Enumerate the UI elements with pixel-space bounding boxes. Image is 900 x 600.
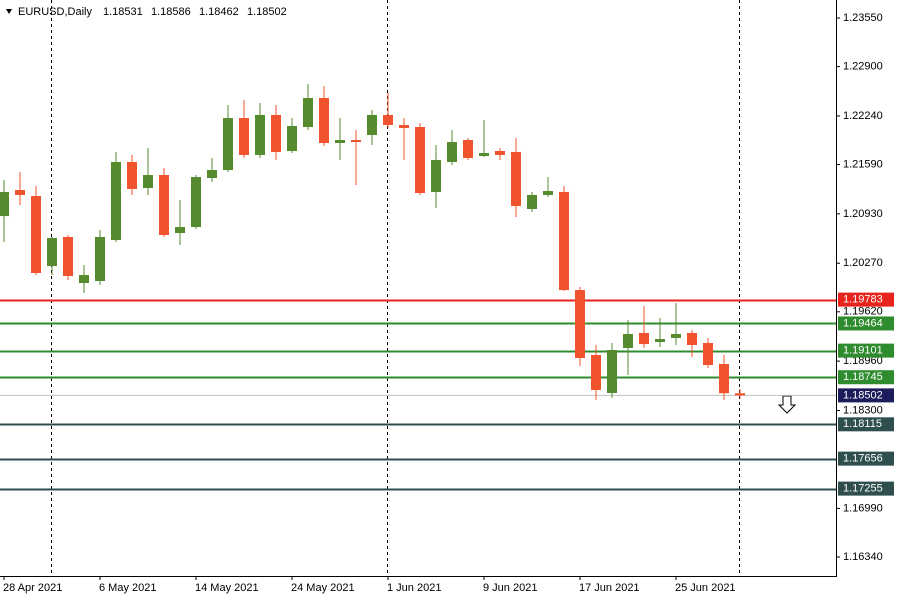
y-tick-label: 1.21590 xyxy=(843,158,883,170)
candle-body xyxy=(655,339,665,343)
candle-body xyxy=(95,236,105,282)
candle-body xyxy=(127,161,137,189)
candle-body xyxy=(399,124,409,128)
symbol-menu-icon[interactable] xyxy=(6,9,12,14)
x-tick-label: 14 May 2021 xyxy=(195,582,259,594)
candle-body xyxy=(0,191,9,217)
level-label: 1.19783 xyxy=(843,294,883,306)
y-tick-label: 1.19620 xyxy=(843,306,883,318)
candle-body xyxy=(559,191,569,291)
candle-body xyxy=(111,161,121,240)
y-tick-label: 1.18960 xyxy=(843,355,883,367)
candle-body xyxy=(159,175,169,236)
sell-arrow-icon xyxy=(777,395,797,414)
candle-body xyxy=(367,114,377,136)
candle-body xyxy=(511,151,521,207)
candle-body xyxy=(639,332,649,345)
candle-body xyxy=(735,393,745,396)
candle-body xyxy=(15,190,25,195)
candle-body xyxy=(703,342,713,366)
candle-body xyxy=(591,355,601,391)
candle-body xyxy=(207,169,217,178)
y-tick-label: 1.16340 xyxy=(843,551,883,563)
y-tick-label: 1.22900 xyxy=(843,61,883,73)
y-tick-label: 1.18300 xyxy=(843,404,883,416)
candle-body xyxy=(303,98,313,128)
x-tick-label: 9 Jun 2021 xyxy=(483,582,537,594)
level-label-box xyxy=(838,481,894,496)
candle-body xyxy=(351,140,361,143)
level-label-box xyxy=(838,343,894,358)
candle-body xyxy=(31,196,41,274)
candle-body xyxy=(335,140,345,144)
x-tick-label: 17 Jun 2021 xyxy=(579,582,640,594)
candle-body xyxy=(527,194,537,210)
candle-body xyxy=(191,177,201,228)
candle-body xyxy=(143,175,153,189)
candle-body xyxy=(575,290,585,359)
ohlc-high: 1.18586 xyxy=(151,6,191,18)
symbol-title: EURUSD,Daily xyxy=(18,6,92,18)
candle-body xyxy=(495,151,505,155)
candle-body xyxy=(463,140,473,159)
candle-body xyxy=(383,114,393,125)
candle-body xyxy=(47,238,57,266)
candle-body xyxy=(271,114,281,152)
y-tick-label: 1.20270 xyxy=(843,257,883,269)
level-label-box xyxy=(838,451,894,466)
level-label: 1.19464 xyxy=(843,317,883,329)
candle-body xyxy=(719,363,729,394)
level-label: 1.19101 xyxy=(843,345,883,357)
level-label-box xyxy=(838,417,894,432)
candle-body xyxy=(63,236,73,277)
candle-body xyxy=(415,127,425,194)
candle-body xyxy=(447,142,457,162)
candle-body xyxy=(607,350,617,393)
x-tick-label: 6 May 2021 xyxy=(99,582,156,594)
candle-body xyxy=(319,98,329,144)
y-tick-label: 1.22240 xyxy=(843,110,883,122)
level-label-box xyxy=(838,316,894,331)
ohlc-open: 1.18531 xyxy=(103,6,143,18)
x-tick-label: 28 Apr 2021 xyxy=(3,582,62,594)
x-tick-label: 24 May 2021 xyxy=(291,582,355,594)
level-label: 1.18115 xyxy=(843,418,882,430)
ohlc-close: 1.18502 xyxy=(247,6,287,18)
candle-body xyxy=(543,191,553,195)
level-label: 1.17656 xyxy=(843,453,883,465)
current-price-box xyxy=(838,388,894,403)
level-label-box xyxy=(838,292,894,307)
candle-body xyxy=(687,332,697,346)
candle-body xyxy=(287,125,297,152)
candle-body xyxy=(239,118,249,155)
level-label: 1.17255 xyxy=(843,483,883,495)
x-tick-label: 25 Jun 2021 xyxy=(675,582,736,594)
y-tick-label: 1.20930 xyxy=(843,208,883,220)
current-price-label: 1.18502 xyxy=(843,389,883,401)
candle-body xyxy=(479,153,489,157)
candle-body xyxy=(79,275,89,284)
candle-body xyxy=(431,159,441,192)
candle-body xyxy=(255,114,265,155)
level-label: 1.18745 xyxy=(843,371,883,383)
candle-body xyxy=(623,334,633,348)
y-tick-label: 1.23550 xyxy=(843,12,883,24)
level-label-box xyxy=(838,370,894,385)
candle-body xyxy=(223,118,233,170)
x-tick-label: 1 Jun 2021 xyxy=(387,582,441,594)
candle-body xyxy=(671,334,681,338)
y-tick-label: 1.16990 xyxy=(843,502,883,514)
candle-body xyxy=(175,227,185,234)
ohlc-low: 1.18462 xyxy=(199,6,239,18)
